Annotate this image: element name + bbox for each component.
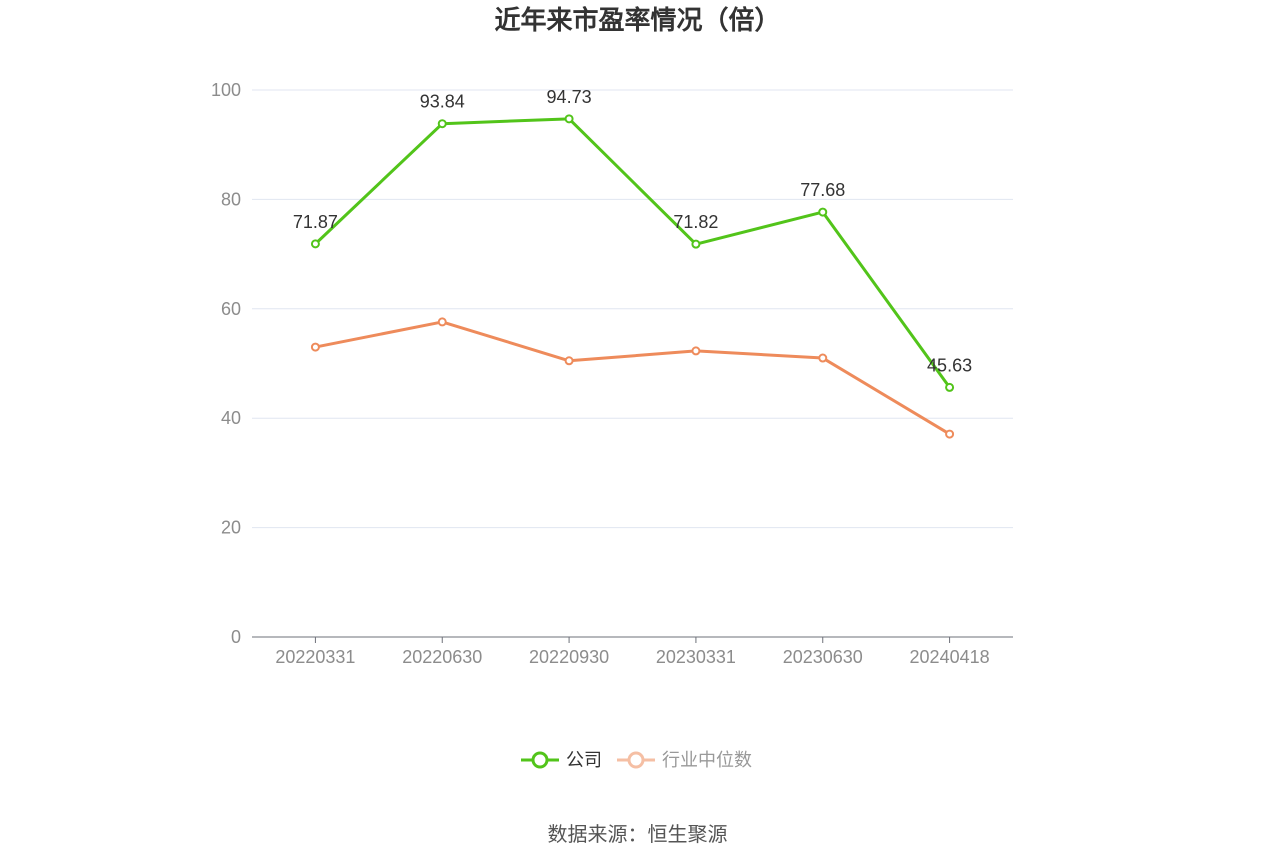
industry-median-point[interactable] (310, 342, 320, 352)
industry-median-point[interactable] (818, 353, 828, 363)
x-tick-label: 20230331 (656, 647, 736, 667)
company-line (314, 117, 951, 389)
y-tick-label: 0 (231, 627, 241, 647)
company-point[interactable] (564, 114, 574, 124)
legend-label-industry-median: 行业中位数 (662, 750, 752, 770)
company-point[interactable] (310, 239, 320, 249)
legend-item-company[interactable]: 公司 (520, 746, 602, 774)
industry-median-point[interactable] (945, 429, 955, 439)
x-tick-label: 20220930 (529, 647, 609, 667)
legend: 公司 行业中位数 (520, 746, 752, 774)
industry-median-point[interactable] (691, 346, 701, 356)
y-tick-label: 80 (221, 189, 241, 209)
x-tick-label: 20230630 (783, 647, 863, 667)
line-circle-legend-icon (616, 750, 656, 770)
y-tick-label: 60 (221, 299, 241, 319)
company-point[interactable] (945, 382, 955, 392)
y-tick-label: 40 (221, 408, 241, 428)
line-circle-legend-icon (520, 750, 560, 770)
x-tick-label: 20240418 (910, 647, 990, 667)
legend-item-industry-median[interactable]: 行业中位数 (616, 746, 752, 774)
company-data-label: 71.82 (673, 212, 718, 232)
company-point[interactable] (818, 207, 828, 217)
company-point[interactable] (437, 119, 447, 129)
company-data-label: 71.87 (293, 212, 338, 232)
x-tick-label: 20220331 (275, 647, 355, 667)
data-source-note: 数据来源：恒生聚源 (547, 824, 728, 846)
legend-label-company: 公司 (566, 750, 602, 770)
industry-median-point[interactable] (564, 356, 574, 366)
company-data-label: 45.63 (927, 355, 972, 375)
company-data-label: 94.73 (547, 87, 592, 107)
industry-median-point[interactable] (437, 317, 447, 327)
y-tick-label: 20 (221, 518, 241, 538)
x-tick-label: 20220630 (402, 647, 482, 667)
company-data-label: 93.84 (420, 92, 465, 112)
y-tick-label: 100 (211, 80, 241, 100)
chart-title: 近年来市盈率情况（倍） (494, 5, 781, 35)
industry-median-line (315, 320, 951, 436)
company-data-label: 77.68 (800, 180, 845, 200)
company-point[interactable] (691, 239, 701, 249)
